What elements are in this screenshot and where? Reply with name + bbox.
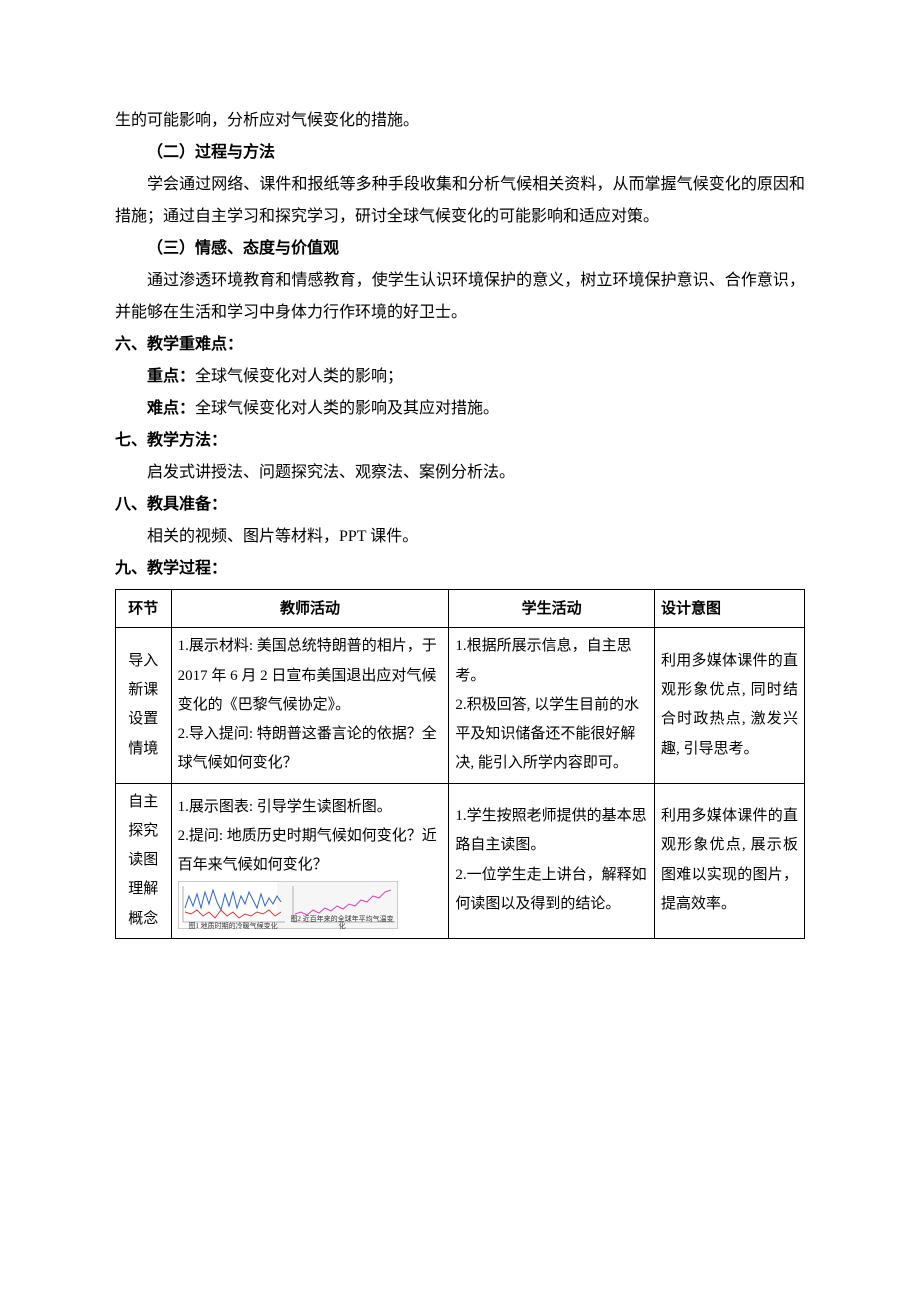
stage-text-2: 自主探究读图理解概念 [122, 788, 165, 934]
cell-student-1: 1.根据所展示信息，自主思考。 2.积极回答, 以学生目前的水平及知识储备还不能… [449, 628, 655, 783]
chart-left-caption: 图1 地质时期的冷暖气候变化 [179, 923, 288, 930]
cell-intent-2: 利用多媒体课件的直观形象优点, 展示板图难以实现的图片，提高效率。 [654, 783, 804, 938]
cell-teacher-1: 1.展示材料: 美国总统特朗普的相片，于 2017 年 6 月 2 日宣布美国退… [171, 628, 449, 783]
section6-diff-label: 难点： [147, 400, 195, 417]
table-row: 自主探究读图理解概念 1.展示图表: 引导学生读图析图。 2.提问: 地质历史时… [116, 783, 805, 938]
section7-body: 启发式讲授法、问题探究法、观察法、案例分析法。 [115, 457, 805, 489]
cell-stage-2: 自主探究读图理解概念 [116, 783, 172, 938]
section7-title: 七、教学方法： [115, 425, 805, 457]
table-header-row: 环节 教师活动 学生活动 设计意图 [116, 590, 805, 628]
cell-intent-1: 利用多媒体课件的直观形象优点, 同时结合时政热点, 激发兴趣, 引导思考。 [654, 628, 804, 783]
section6-diff-value: 全球气候变化对人类的影响及其应对措施。 [195, 400, 499, 417]
teacher-line-1: 1.展示图表: 引导学生读图析图。 [178, 793, 443, 822]
teaching-process-table: 环节 教师活动 学生活动 设计意图 导入新课设置情境 1.展示材料: 美国总统特… [115, 589, 805, 939]
section8-title: 八、教具准备： [115, 489, 805, 521]
section6-key-value: 全球气候变化对人类的影响； [195, 368, 403, 385]
section6-diff-line: 难点：全球气候变化对人类的影响及其应对措施。 [147, 393, 805, 425]
table-header-teacher: 教师活动 [171, 590, 449, 628]
section5-sub3-title: （三）情感、态度与价值观 [147, 233, 805, 265]
cell-teacher-2: 1.展示图表: 引导学生读图析图。 2.提问: 地质历史时期气候如何变化？近百年… [171, 783, 449, 938]
section5-sub2-title: （二）过程与方法 [147, 137, 805, 169]
section6-key-label: 重点： [147, 368, 195, 385]
section8-body: 相关的视频、图片等材料，PPT 课件。 [115, 521, 805, 553]
section6-key-line: 重点：全球气候变化对人类的影响； [147, 361, 805, 393]
stage-text-1: 导入新课设置情境 [122, 647, 165, 764]
climate-chart-thumbnail: 图1 地质时期的冷暖气候变化 图2 近百年来的全球年平均气温变化 [178, 881, 398, 929]
table-header-student: 学生活动 [449, 590, 655, 628]
section9-title: 九、教学过程： [115, 553, 805, 585]
section5-sub3-body: 通过渗透环境教育和情感教育，使学生认识环境保护的意义，树立环境保护意识、合作意识… [115, 265, 805, 329]
cell-stage-1: 导入新课设置情境 [116, 628, 172, 783]
cell-student-2: 1.学生按照老师提供的基本思路自主读图。 2.一位学生走上讲台，解释如何读图以及… [449, 783, 655, 938]
teacher-line-2: 2.提问: 地质历史时期气候如何变化？近百年来气候如何变化？ [178, 822, 443, 881]
section5-sub2-body: 学会通过网络、课件和报纸等多种手段收集和分析气候相关资料，从而掌握气候变化的原因… [115, 169, 805, 233]
chart-right-caption: 图2 近百年来的全球年平均气温变化 [288, 916, 397, 930]
table-header-intent: 设计意图 [654, 590, 804, 628]
section6-title: 六、教学重难点： [115, 329, 805, 361]
table-row: 导入新课设置情境 1.展示材料: 美国总统特朗普的相片，于 2017 年 6 月… [116, 628, 805, 783]
intro-fragment: 生的可能影响，分析应对气候变化的措施。 [115, 105, 805, 137]
table-header-stage: 环节 [116, 590, 172, 628]
